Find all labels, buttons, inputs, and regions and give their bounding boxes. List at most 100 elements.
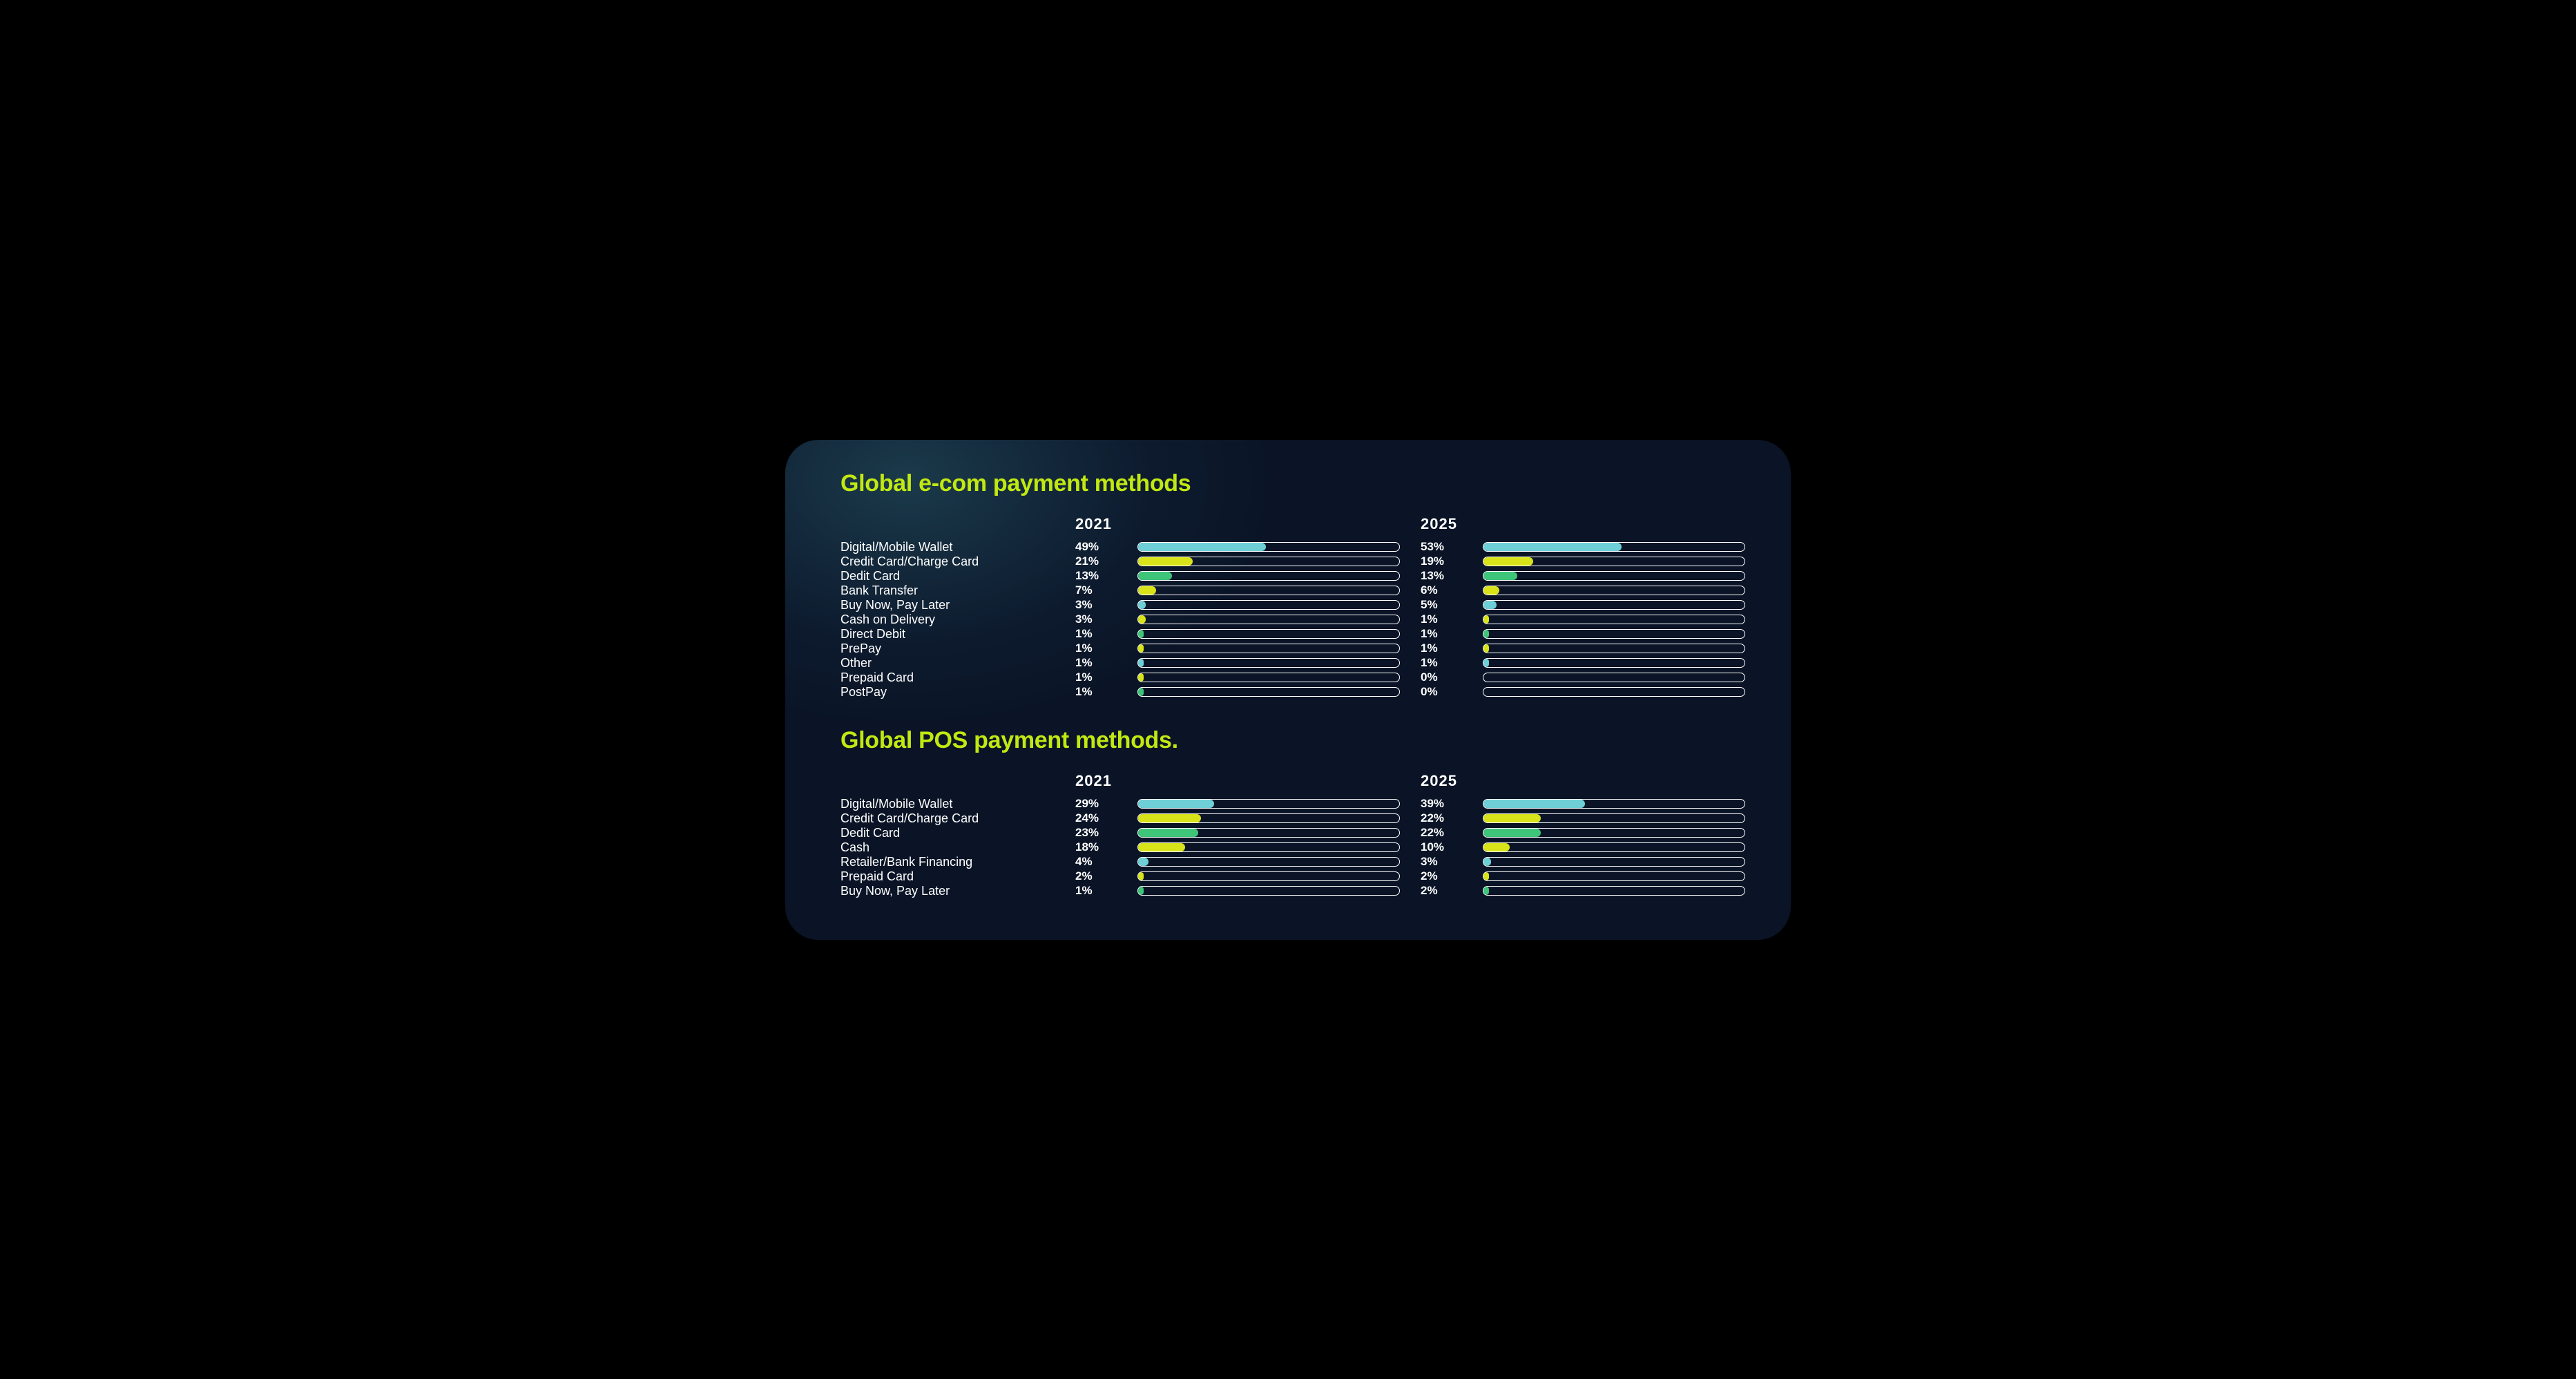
row-pct-1: 1% [1421,642,1462,655]
progress-fill [1138,814,1201,822]
row-pct-0: 1% [1075,884,1117,898]
row-label: Cash [840,840,1055,855]
row-pct-0: 2% [1075,869,1117,883]
row-pct-0: 29% [1075,797,1117,811]
progress-bar [1483,799,1745,809]
row-label: Dedit Card [840,826,1055,840]
row-label: Buy Now, Pay Later [840,598,1055,613]
row-label: PostPay [840,685,1055,700]
row-pct-1: 13% [1421,569,1462,583]
row-pct-1: 3% [1421,855,1462,869]
progress-fill [1138,829,1198,837]
row-pct-1: 2% [1421,884,1462,898]
progress-fill [1138,615,1146,624]
year-header-0: 2021 [1075,515,1400,533]
progress-fill [1483,800,1585,808]
progress-fill [1138,688,1144,696]
row-pct-1: 1% [1421,613,1462,626]
progress-fill [1483,630,1489,638]
progress-fill [1138,630,1144,638]
row-pct-0: 1% [1075,685,1117,699]
progress-fill [1138,872,1144,880]
progress-fill [1483,887,1489,895]
row-label: Dedit Card [840,569,1055,584]
progress-bar [1137,871,1400,881]
row-pct-0: 49% [1075,540,1117,554]
row-label: Prepaid Card [840,671,1055,685]
progress-fill [1138,673,1144,682]
row-pct-1: 5% [1421,598,1462,612]
progress-fill [1483,615,1489,624]
row-pct-0: 24% [1075,811,1117,825]
progress-fill [1138,586,1156,595]
row-pct-0: 13% [1075,569,1117,583]
progress-fill [1138,887,1144,895]
row-pct-0: 3% [1075,613,1117,626]
row-label: PrePay [840,642,1055,656]
row-label: Buy Now, Pay Later [840,884,1055,898]
progress-fill [1138,644,1144,653]
progress-fill [1483,543,1622,551]
progress-fill [1138,601,1146,609]
row-pct-1: 2% [1421,869,1462,883]
row-pct-0: 23% [1075,826,1117,840]
progress-bar [1483,542,1745,552]
progress-fill [1138,843,1185,851]
progress-bar [1137,571,1400,581]
progress-bar [1483,871,1745,881]
row-label: Credit Card/Charge Card [840,811,1055,826]
row-pct-1: 53% [1421,540,1462,554]
progress-bar [1483,658,1745,668]
progress-fill [1483,601,1497,609]
progress-bar [1137,629,1400,639]
row-label: Cash on Delivery [840,613,1055,627]
row-pct-1: 19% [1421,555,1462,568]
row-pct-1: 22% [1421,811,1462,825]
row-pct-1: 10% [1421,840,1462,854]
row-pct-1: 1% [1421,656,1462,670]
progress-fill [1138,557,1193,566]
row-pct-0: 21% [1075,555,1117,568]
row-pct-1: 39% [1421,797,1462,811]
progress-fill [1483,644,1489,653]
progress-bar [1483,644,1745,653]
row-pct-1: 0% [1421,671,1462,684]
progress-bar [1137,828,1400,838]
year-header-1: 2025 [1421,515,1745,533]
row-label: Direct Debit [840,627,1055,642]
progress-fill [1483,829,1541,837]
progress-bar [1483,586,1745,595]
row-pct-0: 4% [1075,855,1117,869]
row-pct-0: 7% [1075,584,1117,597]
progress-bar [1137,586,1400,595]
progress-bar [1483,828,1745,838]
row-label: Bank Transfer [840,584,1055,598]
progress-fill [1138,800,1214,808]
progress-bar [1483,600,1745,610]
progress-bar [1137,557,1400,566]
progress-fill [1483,586,1499,595]
row-pct-0: 1% [1075,671,1117,684]
row-pct-1: 6% [1421,584,1462,597]
section-title: Global POS payment methods. [840,727,1736,754]
infographic-card: Global e-com payment methods 2021 2025 Digi… [785,440,1791,940]
progress-bar [1483,571,1745,581]
progress-bar [1483,813,1745,823]
row-label: Other [840,656,1055,671]
progress-fill [1483,557,1533,566]
progress-bar [1483,629,1745,639]
progress-bar [1137,886,1400,896]
progress-bar [1137,842,1400,852]
section-title: Global e-com payment methods [840,470,1736,497]
progress-bar [1137,542,1400,552]
data-grid: 20212025Digital/Mobile Wallet29%39%Credi… [840,772,1736,898]
row-label: Digital/Mobile Wallet [840,540,1055,555]
progress-bar [1137,644,1400,653]
data-grid: 20212025Digital/Mobile Wallet49%53%Credi… [840,515,1736,700]
row-pct-0: 1% [1075,627,1117,641]
progress-fill [1483,858,1491,866]
progress-bar [1137,813,1400,823]
progress-bar [1137,673,1400,682]
row-pct-1: 22% [1421,826,1462,840]
progress-bar [1483,687,1745,697]
